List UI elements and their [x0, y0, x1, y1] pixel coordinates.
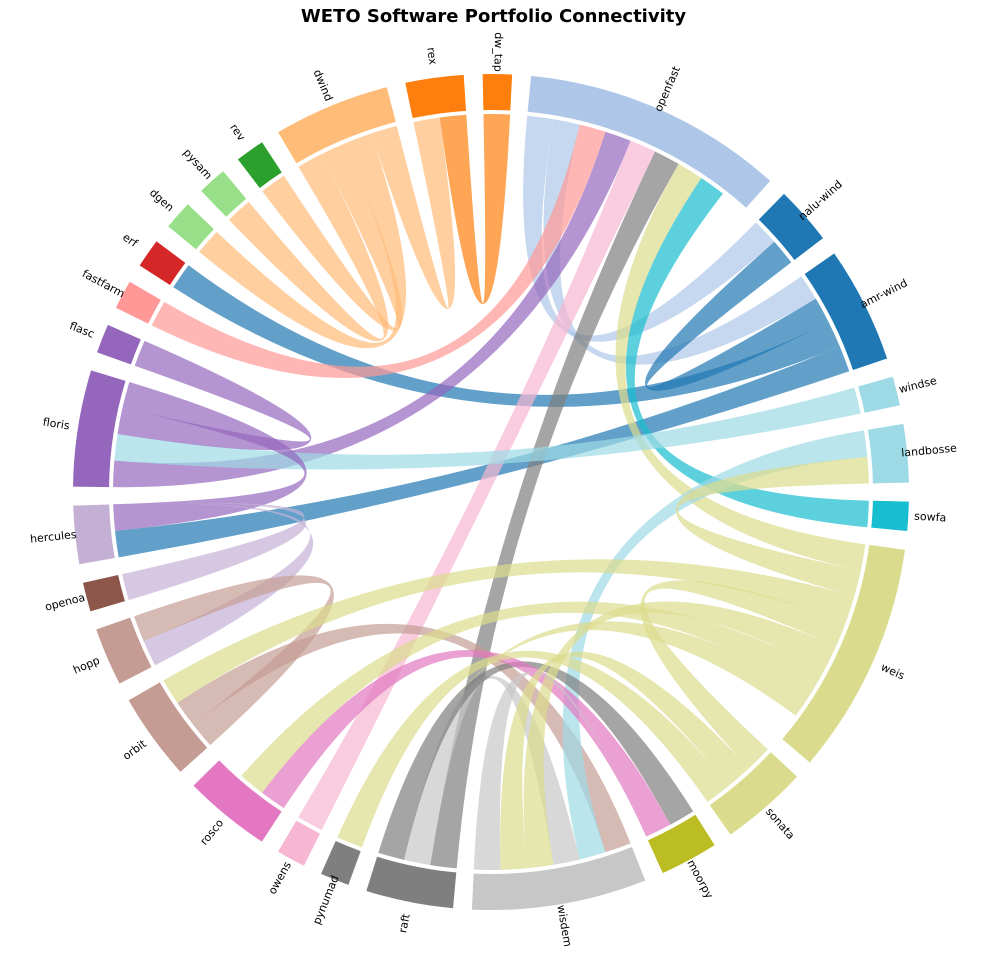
node-arc-dwind — [278, 87, 396, 164]
node-arc-flasc — [97, 324, 141, 365]
node-label-hercules: hercules — [29, 528, 77, 546]
node-label-floris: floris — [42, 416, 71, 433]
node-arc-erf — [139, 241, 186, 286]
ribbon-dwind-rex — [371, 117, 456, 309]
ribbon-dwind-rev — [262, 142, 403, 331]
node-label-erf: erf — [120, 231, 141, 251]
node-arc-pynumad — [321, 840, 361, 885]
node-arc-sonata — [709, 752, 798, 835]
node-arc-fastfarm — [115, 281, 161, 324]
ribbon-weis-sonata — [640, 580, 846, 769]
node-arc-openfast — [527, 75, 771, 208]
node-label-rex: rex — [424, 47, 439, 66]
node-arc-hopp — [96, 617, 152, 684]
node-arc-sowfa — [871, 500, 909, 532]
ribbon-amr-wind-nalu-wind — [645, 241, 829, 391]
ribbon-raft-moorpy — [378, 661, 694, 860]
node-label-openoa: openoa — [44, 591, 87, 614]
node-arc-moorpy — [647, 814, 715, 874]
node-label-rosco: rosco — [198, 816, 227, 847]
node-arc-raft — [366, 856, 457, 909]
node-arc-rev — [237, 142, 282, 188]
ribbon-sonata-pynumad — [337, 650, 729, 848]
node-arc-dgen — [168, 204, 214, 250]
node-label-dgen: dgen — [147, 186, 176, 214]
node-label-owens: owens — [266, 859, 294, 896]
ribbon-landbosse-wisdem — [562, 430, 868, 860]
node-label-rev: rev — [227, 121, 248, 143]
arcs-group — [73, 74, 909, 910]
node-arc-floris — [73, 370, 126, 488]
ribbon-sonata-wisdem — [500, 651, 749, 870]
node-label-flasc: flasc — [68, 319, 96, 340]
ribbon-weis-landbosse — [675, 456, 869, 597]
node-label-weis: weis — [879, 661, 907, 683]
ribbon-openfast-nalu-wind — [523, 115, 775, 342]
node-label-windse: windse — [898, 374, 939, 396]
ribbon-fastfarm-openfast — [151, 124, 606, 379]
ribbons-group — [113, 114, 869, 870]
node-label-wisdem: wisdem — [554, 904, 574, 948]
node-arc-pysam — [201, 171, 247, 217]
ribbon-weis-orbit — [163, 559, 855, 704]
ribbon-owens-openfast — [298, 140, 656, 831]
ribbon-floris-openfast — [113, 131, 631, 488]
node-label-amr-wind: amr-wind — [858, 276, 910, 311]
node-label-sonata: sonata — [763, 805, 797, 842]
ribbon-windse-floris — [114, 387, 861, 470]
node-label-raft: raft — [396, 912, 413, 934]
node-label-pynumad: pynumad — [310, 873, 341, 926]
ribbon-hercules-openoa — [113, 502, 307, 600]
node-arc-dw_tap — [482, 74, 513, 111]
node-arc-openoa — [82, 575, 125, 612]
node-arc-hercules — [73, 504, 115, 565]
ribbon-floris-hercules — [113, 382, 307, 531]
node-label-pysam: pysam — [181, 146, 215, 182]
node-label-nalu-wind: nalu-wind — [796, 178, 845, 223]
chart-title: WETO Software Portfolio Connectivity — [300, 6, 687, 27]
ribbon-rex-dw_tap — [439, 114, 511, 304]
ribbon-wisdem-moorpy — [473, 672, 647, 870]
node-label-hopp: hopp — [71, 654, 102, 677]
node-arc-rosco — [193, 760, 282, 842]
node-label-sowfa: sowfa — [914, 510, 947, 525]
node-arc-windse — [858, 376, 900, 413]
ribbon-raft-openfast — [430, 151, 679, 869]
node-label-fastfarm: fastfarm — [80, 267, 127, 300]
ribbon-floris-flasc — [117, 340, 312, 451]
ribbon-dwind-pysam — [228, 153, 389, 342]
node-arc-owens — [277, 820, 320, 866]
ribbon-openfast-amr-wind — [543, 119, 816, 365]
node-arc-wisdem — [471, 847, 646, 910]
node-label-landbosse: landbosse — [901, 442, 958, 460]
ribbon-hopp-orbit — [134, 575, 334, 746]
node-label-moorpy: moorpy — [684, 858, 716, 902]
node-label-dw_tap: dw_tap — [491, 32, 505, 72]
node-label-dwind: dwind — [311, 68, 336, 103]
node-arc-weis — [782, 544, 905, 763]
ribbon-amr-wind-hercules — [115, 346, 850, 558]
node-arc-landbosse — [867, 423, 909, 484]
node-arc-amr-wind — [804, 253, 888, 371]
node-arc-orbit — [128, 682, 208, 772]
node-label-openfast: openfast — [652, 64, 684, 114]
node-label-orbit: orbit — [120, 737, 149, 763]
node-arc-nalu-wind — [758, 193, 824, 260]
node-arc-rex — [405, 74, 467, 119]
